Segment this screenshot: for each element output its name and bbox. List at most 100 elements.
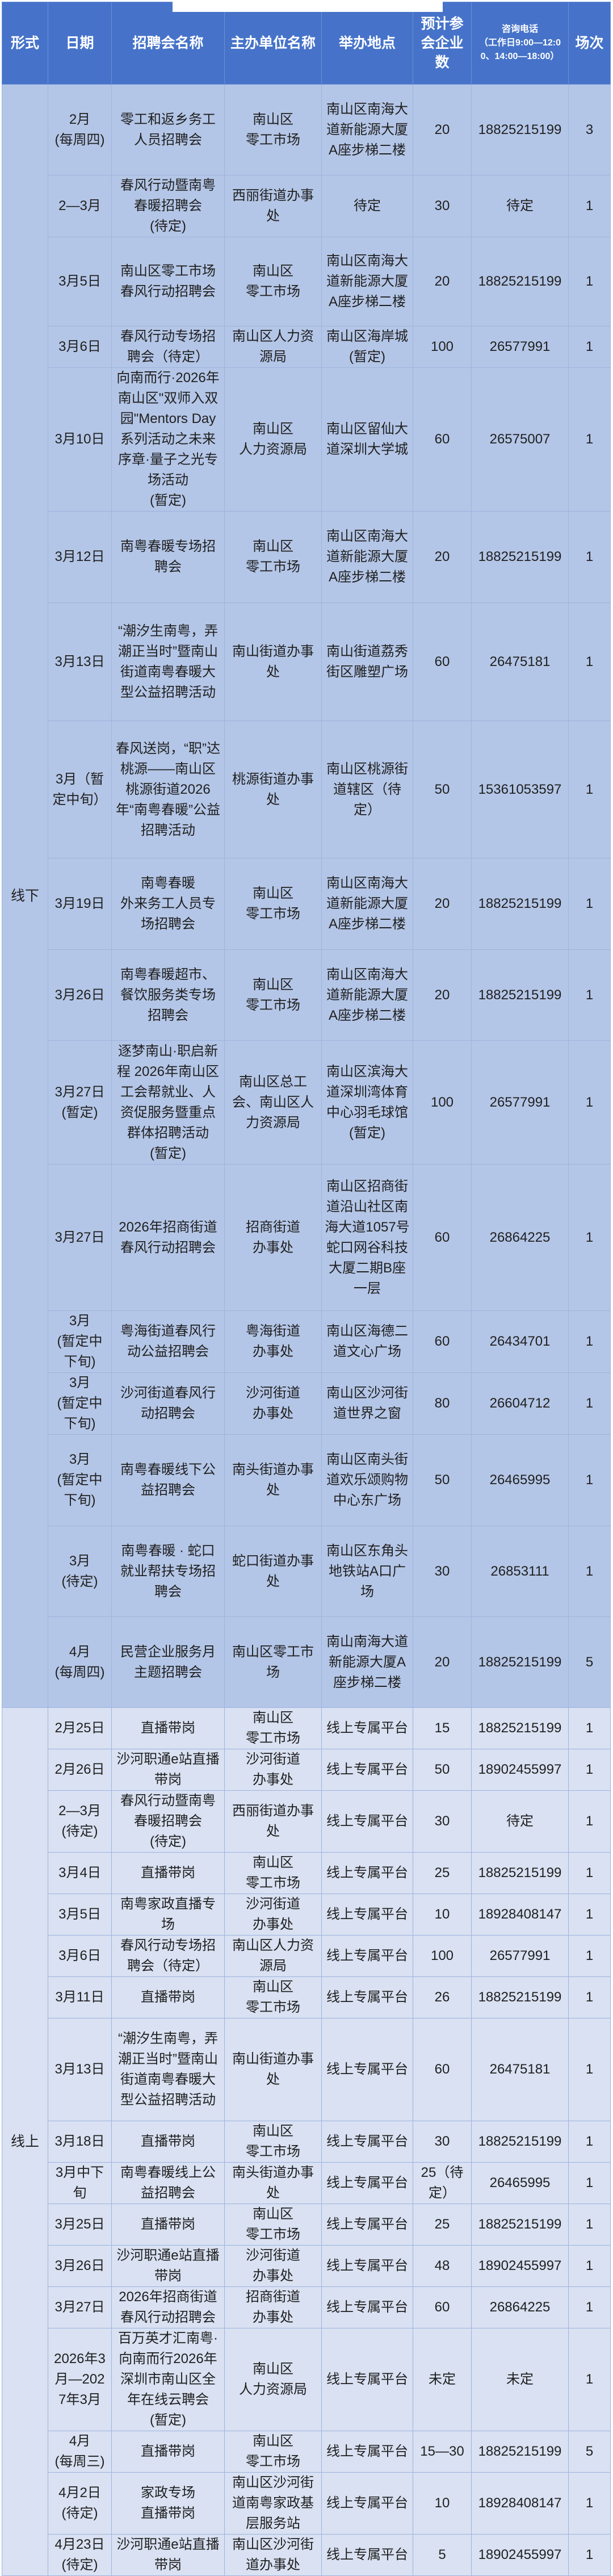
cell-location: 南山区海岸城 (暂定) — [321, 326, 413, 368]
cell-organizer: 南山区人力资源局 — [224, 326, 322, 368]
cell-phone: 18825215199 — [471, 84, 569, 175]
cell-phone: 18825215199 — [471, 2204, 569, 2246]
cell-companies: 26 — [413, 1976, 472, 2018]
cell-companies: 10 — [413, 2472, 472, 2535]
cell-companies: 15 — [413, 1707, 472, 1749]
cell-companies: 20 — [413, 1616, 472, 1708]
cell-companies: 60 — [413, 2018, 472, 2121]
table-row: 4月2日 (待定) 家政专场 直播带岗 南山区沙河街道南粤家政基层服务站 线上专属平台… — [2, 2472, 611, 2535]
cell-date: 3月13日 — [48, 602, 112, 721]
cell-name: 百万英才汇南粤·向南而行2026年深圳市南山区全年在线云聘会 (暂定) — [111, 2328, 225, 2431]
table-row: 3月6日 春风行动专场招聘会（待定） 南山区人力资源局 线上专属平台 100 265779… — [2, 1935, 611, 1977]
table-row: 3月 (暂定中下旬) 沙河街道春风行动招聘会 沙河街道 办事处 南山区沙河街道世界之窗… — [2, 1372, 611, 1435]
cell-organizer: 南山区沙河街道办事处 — [224, 2534, 322, 2576]
cell-phone: 18825215199 — [471, 1976, 569, 2018]
table-row: 3月 (暂定中下旬) 南粤春暖线下公益招聘会 南头街道办事处 南山区南头街道欢乐颂购物… — [2, 1434, 611, 1526]
cell-name: 直播带岗 — [111, 1707, 225, 1749]
table-row: 3月25日 直播带岗 南山区 零工市场 线上专属平台 25 18825215199 1 — [2, 2204, 611, 2246]
cell-organizer: 南山区 零工市场 — [224, 1852, 322, 1894]
cell-phone: 26604712 — [471, 1372, 569, 1435]
cell-date: 4月 (每周三) — [48, 2431, 112, 2473]
header-mode: 形式 — [2, 2, 48, 85]
table-row: 2—3月 (待定) 春风行动暨南粤春暖招聘会 (待定) 西丽街道办事处 线上专属平台 3… — [2, 1790, 611, 1853]
cell-phone: 18825215199 — [471, 511, 569, 603]
table-row: 3月27日 (暂定) 逐梦南山·职启新程 2026年南山区工会帮就业、人资促服务暨… — [2, 1040, 611, 1165]
cell-phone: 26475181 — [471, 602, 569, 721]
cell-sessions: 1 — [568, 1434, 611, 1526]
cell-date: 3月25日 — [48, 2204, 112, 2246]
cell-organizer: 南头街道办事处 — [224, 2162, 322, 2204]
cell-organizer: 南山区 零工市场 — [224, 1707, 322, 1749]
cell-date: 3月12日 — [48, 511, 112, 603]
cell-organizer: 南山区 零工市场 — [224, 511, 322, 603]
cell-name: 家政专场 直播带岗 — [111, 2472, 225, 2535]
cell-name: 直播带岗 — [111, 2204, 225, 2246]
section-label-online: 线上 — [2, 1707, 48, 2576]
cell-location: 线上专属平台 — [321, 2431, 413, 2473]
cell-date: 3月中下旬 — [48, 2162, 112, 2204]
cell-phone: 26864225 — [471, 1164, 569, 1311]
cell-date: 3月10日 — [48, 367, 112, 512]
cell-name: 春风行动专场招聘会（待定） — [111, 1935, 225, 1977]
cell-phone: 18825215199 — [471, 1852, 569, 1894]
cell-location: 南山区南海大道新能源大厦A座步梯二楼 — [321, 949, 413, 1041]
cell-phone: 26434701 — [471, 1310, 569, 1373]
cell-organizer: 南山区 零工市场 — [224, 2431, 322, 2473]
cell-date: 3月5日 — [48, 1894, 112, 1936]
cell-date: 3月27日 (暂定) — [48, 1040, 112, 1165]
cell-date: 3月18日 — [48, 2121, 112, 2163]
cell-date: 2月 (每周四) — [48, 84, 112, 175]
cell-date: 3月27日 — [48, 2286, 112, 2328]
cell-organizer: 南头街道办事处 — [224, 1434, 322, 1526]
table-row: 3月4日 直播带岗 南山区 零工市场 线上专属平台 25 18825215199 1 — [2, 1852, 611, 1894]
cell-phone: 26853111 — [471, 1526, 569, 1617]
cell-date: 3月（暂定中旬） — [48, 721, 112, 858]
table-row: 3月5日 南山区零工市场春风行动招聘会 南山区 零工市场 南山区南海大道新能源大厦A座… — [2, 237, 611, 326]
cell-location: 南山区留仙大道深圳大学城 — [321, 367, 413, 512]
header-row: 形式 日期 招聘会名称 主办单位名称 举办地点 预计参会企业数 咨询电话 （工作… — [2, 2, 611, 85]
cell-companies: 48 — [413, 2245, 472, 2287]
header-date: 日期 — [48, 2, 112, 85]
cell-phone: 18825215199 — [471, 2431, 569, 2473]
cell-name: 零工和返乡务工人员招聘会 — [111, 84, 225, 175]
cell-sessions: 1 — [568, 2328, 611, 2431]
cell-phone: 26475181 — [471, 2018, 569, 2121]
cell-organizer: 南山区总工会、南山区人力资源局 — [224, 1040, 322, 1165]
cell-phone: 26575007 — [471, 367, 569, 512]
table-row: 线下 2月 (每周四) 零工和返乡务工人员招聘会 南山区 零工市场 南山区南海大道新能源… — [2, 84, 611, 1708]
cell-sessions: 5 — [568, 1616, 611, 1708]
cell-location: 线上专属平台 — [321, 1935, 413, 1977]
cell-companies: 60 — [413, 2286, 472, 2328]
cell-location: 南山区海德二道文心广场 — [321, 1310, 413, 1373]
cell-organizer: 南山区零工市场 — [224, 1616, 322, 1708]
cell-sessions: 1 — [568, 2472, 611, 2535]
cell-companies: 25（待定） — [413, 2162, 472, 2204]
cell-organizer: 招商街道 办事处 — [224, 1164, 322, 1311]
table-row: 3月18日 直播带岗 南山区 零工市场 线上专属平台 30 18825215199 1 — [2, 2121, 611, 2163]
cell-name: 逐梦南山·职启新程 2026年南山区工会帮就业、人资促服务暨重点群体招聘活动 (… — [111, 1040, 225, 1165]
cell-location: 线上专属平台 — [321, 2245, 413, 2287]
cell-phone: 待定 — [471, 175, 569, 237]
cell-companies: 60 — [413, 1164, 472, 1311]
cell-organizer: 南山区 零工市场 — [224, 84, 322, 175]
cell-sessions: 1 — [568, 1372, 611, 1435]
cell-date: 3月26日 — [48, 949, 112, 1041]
cell-sessions: 3 — [568, 84, 611, 175]
cell-sessions: 5 — [568, 2431, 611, 2473]
cell-name: 南粤春暖 外来务工人员专场招聘会 — [111, 858, 225, 950]
cell-companies: 25 — [413, 1852, 472, 1894]
cell-name: 2026年招商街道春风行动招聘会 — [111, 1164, 225, 1311]
cell-sessions: 1 — [568, 1526, 611, 1617]
cell-phone: 未定 — [471, 2328, 569, 2431]
table-row: 3月26日 南粤春暖超市、餐饮服务类专场招聘会 南山区 零工市场 南山区南海大道新能源… — [2, 949, 611, 1041]
cell-date: 3月 (待定) — [48, 1526, 112, 1617]
cell-sessions: 1 — [568, 511, 611, 603]
cell-sessions: 1 — [568, 326, 611, 368]
cell-companies: 20 — [413, 84, 472, 175]
cell-sessions: 1 — [568, 2534, 611, 2576]
cell-companies: 30 — [413, 175, 472, 237]
cell-name: 春风行动暨南粤春暖招聘会 (待定) — [111, 175, 225, 237]
cell-name: 直播带岗 — [111, 2431, 225, 2473]
cell-location: 南山区南头街道欢乐颂购物中心东广场 — [321, 1434, 413, 1526]
